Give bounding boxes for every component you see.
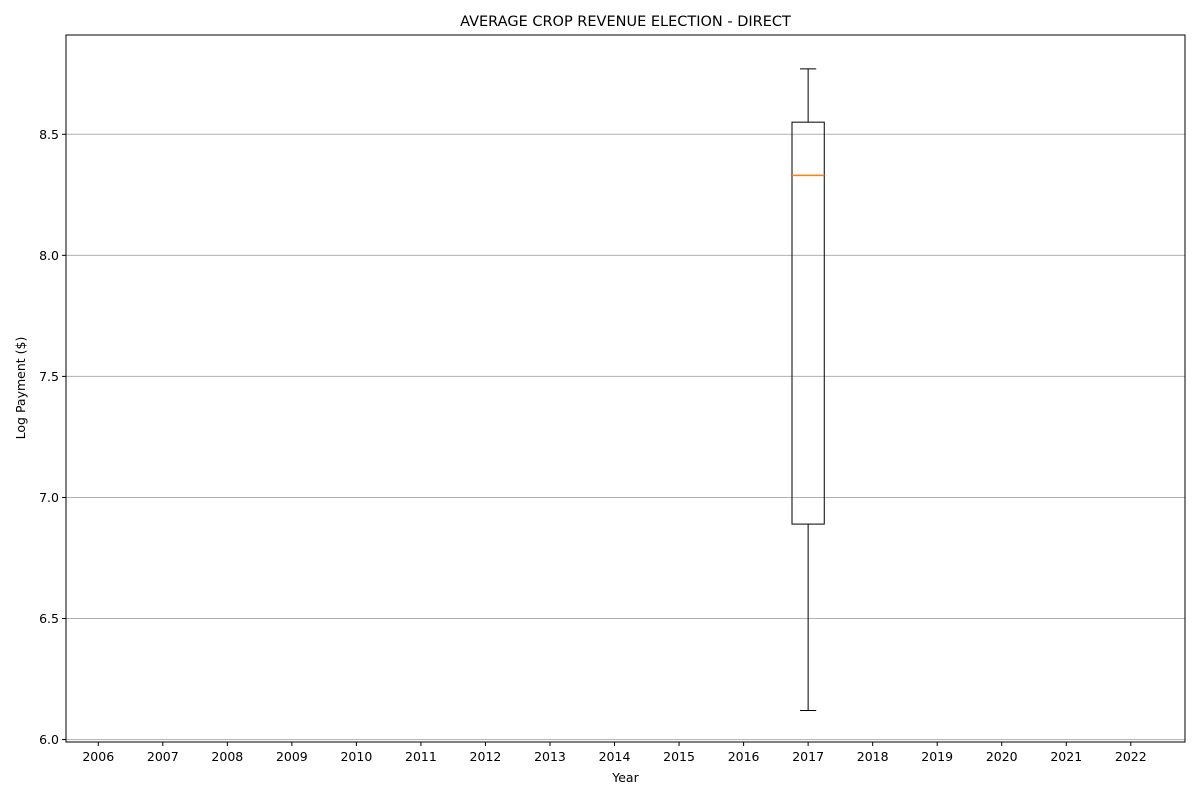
y-tick-label: 8.5 [39,127,59,142]
x-tick-label: 2011 [405,749,437,764]
y-tick-label: 7.0 [39,490,59,505]
x-tick-label: 2010 [340,749,372,764]
x-tick-label: 2014 [599,749,631,764]
iqr-box [791,121,825,525]
y-axis-ticks: 6.0 6.5 7.0 7.5 8.0 8.5 [39,127,66,747]
x-axis-label: Year [611,770,639,785]
x-tick-label: 2008 [211,749,243,764]
x-tick-label: 2009 [276,749,308,764]
x-tick-label: 2006 [82,749,114,764]
x-tick-label: 2019 [921,749,953,764]
chart-title: AVERAGE CROP REVENUE ELECTION - DIRECT [460,14,791,30]
y-gridlines [66,133,1185,741]
x-tick-label: 2013 [534,749,566,764]
box-2017 [791,68,825,712]
x-tick-label: 2020 [986,749,1018,764]
x-tick-label: 2018 [857,749,889,764]
x-tick-label: 2012 [470,749,502,764]
boxes [791,68,825,712]
x-axis-ticks: 2006 2007 2008 2009 2010 2011 2012 2013 2014 2015… [82,742,1147,764]
y-tick-label: 6.5 [39,611,59,626]
axes-frame [65,34,1186,743]
x-tick-label: 2016 [728,749,760,764]
x-tick-label: 2007 [147,749,179,764]
y-tick-label: 8.0 [39,248,59,263]
x-tick-label: 2015 [663,749,695,764]
y-tick-label: 7.5 [39,369,59,384]
x-tick-label: 2017 [792,749,824,764]
y-axis-label: Log Payment ($) [13,337,28,440]
y-tick-label: 6.0 [39,732,59,747]
x-tick-label: 2022 [1115,749,1147,764]
x-tick-label: 2021 [1050,749,1082,764]
